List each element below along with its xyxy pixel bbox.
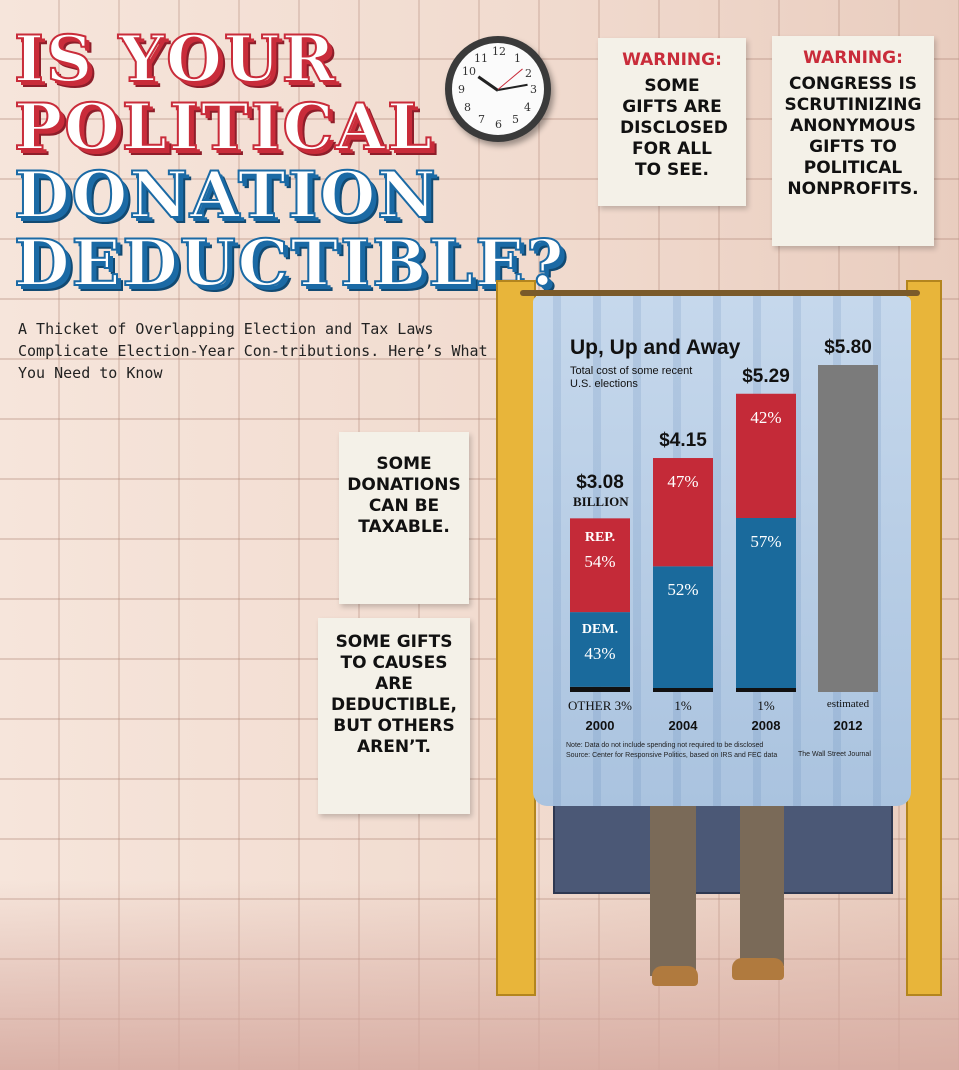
warning-label: WARNING: bbox=[622, 50, 722, 70]
warning-text: CONGRESS IS SCRUTINIZING ANONYMOUS GIFTS… bbox=[784, 74, 922, 199]
warning-note-disclosure: WARNING: SOME GIFTS ARE DISCLOSED FOR AL… bbox=[598, 38, 746, 206]
clock-number: 1 bbox=[514, 52, 521, 65]
clock-number: 4 bbox=[524, 101, 531, 114]
note-text: SOME GIFTS TO CAUSES ARE DEDUCTIBLE, BUT… bbox=[331, 632, 457, 757]
data-label-other: 1% bbox=[674, 698, 692, 713]
clock-number: 7 bbox=[478, 113, 485, 126]
warning-label: WARNING: bbox=[803, 48, 903, 68]
clock-number: 8 bbox=[464, 101, 471, 114]
voter-left-shoe bbox=[652, 966, 698, 986]
data-label-dem: 43% bbox=[584, 644, 616, 664]
curtain-rod bbox=[520, 290, 920, 296]
bar-segment-rep bbox=[653, 458, 713, 567]
clock-number: 11 bbox=[474, 52, 488, 65]
headline-line-3: DONATION bbox=[13, 158, 438, 233]
estimated-label: estimated bbox=[826, 698, 870, 710]
series-label-dem: DEM. bbox=[581, 622, 619, 638]
total-label: $3.08 bbox=[576, 472, 624, 494]
bar-segment-other bbox=[570, 686, 630, 692]
data-label-rep: 47% bbox=[667, 472, 699, 492]
chart-source: Source: Center for Responsive Politics, … bbox=[566, 752, 778, 759]
chart-credit: The Wall Street Journal bbox=[798, 751, 871, 758]
clock-number: 10 bbox=[462, 65, 476, 78]
chart-note: Note: Data do not include spending not r… bbox=[566, 742, 764, 749]
chart-subtitle: Total cost of some recent U.S. elections bbox=[570, 365, 693, 390]
data-label-rep: 42% bbox=[750, 407, 782, 427]
bar-segment-rep bbox=[736, 393, 796, 518]
series-label-rep: REP. bbox=[584, 530, 616, 546]
headline-line-1: IS YOUR bbox=[13, 22, 337, 97]
clock-number: 2 bbox=[525, 67, 532, 80]
voter-right-shoe bbox=[732, 958, 784, 980]
year-label: 2004 bbox=[668, 718, 698, 733]
data-label-other: OTHER 3% bbox=[568, 698, 632, 713]
bar-segment-other bbox=[653, 688, 713, 692]
bar-estimated bbox=[818, 365, 878, 692]
subheadline: A Thicket of Overlapping Election and Ta… bbox=[18, 320, 488, 382]
clock-number: 6 bbox=[495, 118, 502, 131]
wall-clock-icon: 12 1 2 3 4 5 6 7 8 9 10 11 bbox=[445, 36, 551, 142]
chart-title: Up, Up and Away bbox=[570, 336, 741, 359]
note-text: SOME DONATIONS CAN BE TAXABLE. bbox=[347, 454, 461, 537]
year-label: 2012 bbox=[833, 718, 863, 733]
voter-left-leg bbox=[650, 806, 696, 976]
voter-right-leg bbox=[740, 806, 784, 966]
bar-segment-dem bbox=[736, 517, 796, 688]
booth-left-post bbox=[496, 280, 536, 996]
chart-footnote: Note: Data do not include spending not r… bbox=[566, 741, 826, 761]
data-label-dem: 57% bbox=[750, 531, 782, 551]
headline-line-4: DEDUCTIBLE? bbox=[13, 226, 566, 301]
total-label: $5.80 bbox=[824, 337, 872, 358]
headline: IS YOUR POLITICAL DONATION DEDUCTIBLE? bbox=[13, 22, 566, 301]
year-label: 2008 bbox=[751, 718, 781, 733]
note-taxable: SOME DONATIONS CAN BE TAXABLE. bbox=[339, 432, 469, 604]
clock-number: 3 bbox=[530, 83, 537, 96]
voting-machine bbox=[553, 800, 893, 894]
clock-number: 9 bbox=[458, 83, 465, 96]
total-label: $5.29 bbox=[742, 365, 790, 387]
clock-number: 5 bbox=[512, 113, 519, 126]
bar-segment-rep bbox=[570, 518, 630, 613]
data-label-dem: 52% bbox=[667, 580, 699, 600]
bar-segment-dem bbox=[653, 566, 713, 688]
warning-note-congress: WARNING: CONGRESS IS SCRUTINIZING ANONYM… bbox=[772, 36, 934, 246]
note-causes: SOME GIFTS TO CAUSES ARE DEDUCTIBLE, BUT… bbox=[318, 618, 470, 814]
data-label-other: 1% bbox=[757, 698, 775, 713]
data-label-rep: 54% bbox=[584, 552, 616, 572]
headline-line-2: POLITICAL bbox=[13, 90, 434, 165]
bar-segment-other bbox=[736, 688, 796, 692]
clock-number: 12 bbox=[492, 45, 506, 58]
warning-text: SOME GIFTS ARE DISCLOSED FOR ALL TO SEE. bbox=[620, 76, 728, 180]
bar-segment-dem bbox=[570, 612, 630, 687]
unit-label: BILLION bbox=[573, 494, 629, 510]
year-label: 2000 bbox=[585, 718, 615, 733]
total-label: $4.15 bbox=[659, 430, 707, 452]
